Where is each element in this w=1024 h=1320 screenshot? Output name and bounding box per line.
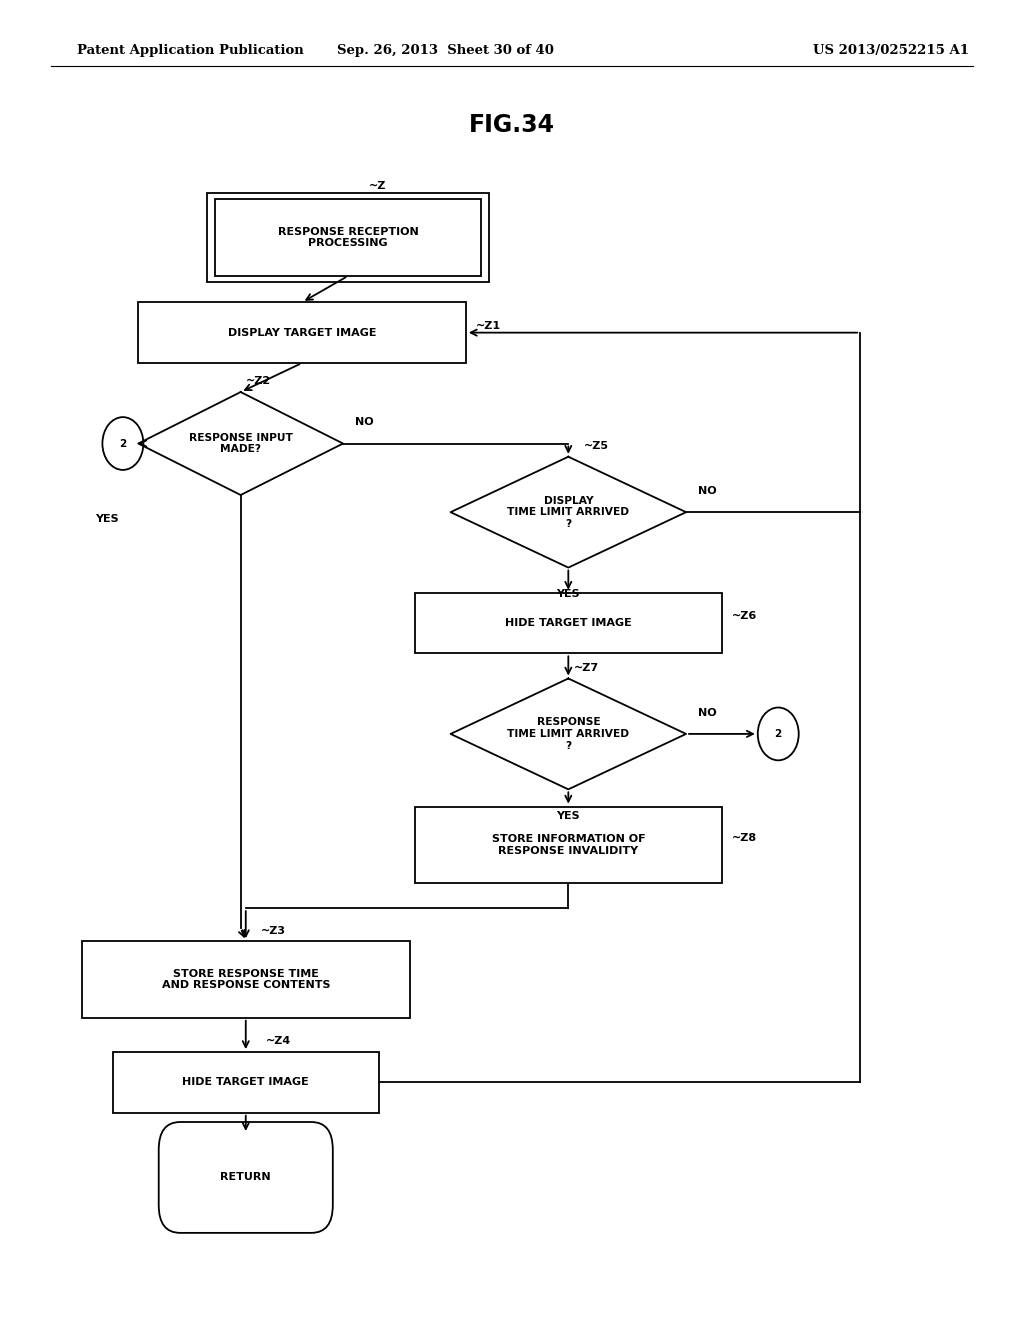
Text: ~Z5: ~Z5 bbox=[584, 441, 608, 451]
Text: RESPONSE
TIME LIMIT ARRIVED
?: RESPONSE TIME LIMIT ARRIVED ? bbox=[507, 717, 630, 751]
FancyBboxPatch shape bbox=[159, 1122, 333, 1233]
FancyBboxPatch shape bbox=[138, 302, 466, 363]
Text: NO: NO bbox=[698, 486, 717, 496]
Text: 2: 2 bbox=[119, 438, 127, 449]
Text: YES: YES bbox=[556, 810, 580, 821]
Text: NO: NO bbox=[355, 417, 374, 428]
Text: FIG.34: FIG.34 bbox=[469, 114, 555, 137]
Text: ~Z2: ~Z2 bbox=[246, 376, 271, 387]
Text: Patent Application Publication: Patent Application Publication bbox=[77, 44, 303, 57]
FancyBboxPatch shape bbox=[415, 807, 722, 883]
Text: Sep. 26, 2013  Sheet 30 of 40: Sep. 26, 2013 Sheet 30 of 40 bbox=[337, 44, 554, 57]
Text: ~Z1: ~Z1 bbox=[476, 321, 502, 331]
FancyBboxPatch shape bbox=[415, 593, 722, 653]
FancyBboxPatch shape bbox=[82, 941, 410, 1018]
Text: RESPONSE INPUT
MADE?: RESPONSE INPUT MADE? bbox=[188, 433, 293, 454]
Text: DISPLAY
TIME LIMIT ARRIVED
?: DISPLAY TIME LIMIT ARRIVED ? bbox=[507, 495, 630, 529]
Text: YES: YES bbox=[95, 513, 119, 524]
Text: HIDE TARGET IMAGE: HIDE TARGET IMAGE bbox=[505, 618, 632, 628]
Text: RESPONSE RECEPTION
PROCESSING: RESPONSE RECEPTION PROCESSING bbox=[278, 227, 419, 248]
Text: ~Z8: ~Z8 bbox=[732, 833, 758, 843]
Text: US 2013/0252215 A1: US 2013/0252215 A1 bbox=[813, 44, 969, 57]
FancyBboxPatch shape bbox=[215, 199, 481, 276]
Text: NO: NO bbox=[698, 708, 717, 718]
Text: YES: YES bbox=[556, 589, 580, 599]
Text: ~Z4: ~Z4 bbox=[266, 1036, 292, 1047]
Text: ~Z3: ~Z3 bbox=[261, 925, 286, 936]
Text: RETURN: RETURN bbox=[220, 1172, 271, 1183]
Text: STORE RESPONSE TIME
AND RESPONSE CONTENTS: STORE RESPONSE TIME AND RESPONSE CONTENT… bbox=[162, 969, 330, 990]
FancyBboxPatch shape bbox=[113, 1052, 379, 1113]
Text: ~Z7: ~Z7 bbox=[573, 663, 599, 673]
Text: HIDE TARGET IMAGE: HIDE TARGET IMAGE bbox=[182, 1077, 309, 1088]
Text: DISPLAY TARGET IMAGE: DISPLAY TARGET IMAGE bbox=[227, 327, 377, 338]
Text: 2: 2 bbox=[774, 729, 782, 739]
Text: ~Z: ~Z bbox=[369, 181, 386, 191]
Text: ~Z6: ~Z6 bbox=[732, 611, 758, 622]
Text: STORE INFORMATION OF
RESPONSE INVALIDITY: STORE INFORMATION OF RESPONSE INVALIDITY bbox=[492, 834, 645, 855]
